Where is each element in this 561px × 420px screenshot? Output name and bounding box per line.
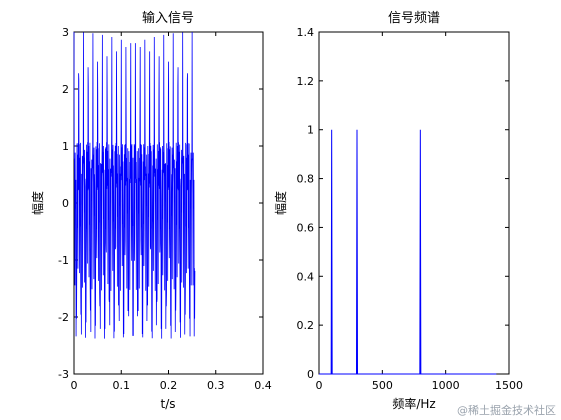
signal-spectrum-xtick-label: 1000: [432, 379, 460, 392]
input-signal-xtick-label: 0.3: [207, 379, 225, 392]
input-signal-xtick-label: 0.2: [160, 379, 178, 392]
signal-spectrum-title: 信号频谱: [388, 11, 440, 26]
input-signal-xtick-label: 0.4: [254, 379, 272, 392]
input-signal-ytick-label: 2: [62, 83, 69, 96]
input-signal-ytick-label: 3: [62, 26, 69, 39]
input-signal-line: [73, 31, 196, 339]
input-signal-xtick-label: 0: [71, 379, 78, 392]
signal-spectrum-ytick-label: 1.4: [297, 26, 315, 39]
signal-spectrum-plot: 信号频谱 0 500 1000 1500 0 0.2 0.4 0.6 0.8 1 1.2 1.4 频率…: [273, 11, 523, 411]
signal-spectrum-ytick-label: 0.2: [297, 319, 315, 332]
signal-spectrum-line: [319, 129, 497, 375]
signal-spectrum-ytick-label: 0.4: [297, 270, 315, 283]
signal-spectrum-xlabel: 频率/Hz: [392, 396, 435, 411]
signal-spectrum-ylabel: 幅度: [273, 191, 288, 215]
input-signal-ytick-label: -2: [58, 311, 69, 324]
signal-spectrum-ytick-label: 0.8: [297, 173, 315, 186]
input-signal-ytick-label: -3: [58, 368, 69, 381]
signal-spectrum-axes-box: [318, 31, 510, 375]
watermark-text: @稀土掘金技术社区: [457, 403, 556, 417]
signal-spectrum-ytick-label: 1: [307, 124, 314, 137]
input-signal-ytick-label: 0: [62, 197, 69, 210]
signal-spectrum-ytick-label: 0: [307, 368, 314, 381]
signal-spectrum-xtick-label: 0: [316, 379, 323, 392]
input-signal-plot: 输入信号 0 0.1 0.2 0.3 0.4 -3 -2 -1 0 1 2 3 t/s 幅度: [30, 10, 272, 411]
input-signal-xlabel: t/s: [161, 397, 176, 411]
input-signal-title: 输入信号: [142, 10, 194, 26]
signal-spectrum-xtick-label: 1500: [495, 379, 523, 392]
signal-spectrum-ytick-label: 1.2: [297, 75, 315, 88]
input-signal-xtick-label: 0.1: [113, 379, 131, 392]
input-signal-ytick-label: 1: [62, 140, 69, 153]
signal-spectrum-ytick-label: 0.6: [297, 221, 315, 234]
input-signal-ytick-label: -1: [58, 254, 69, 267]
input-signal-ylabel: 幅度: [30, 191, 45, 215]
signal-spectrum-xtick-label: 500: [372, 379, 393, 392]
